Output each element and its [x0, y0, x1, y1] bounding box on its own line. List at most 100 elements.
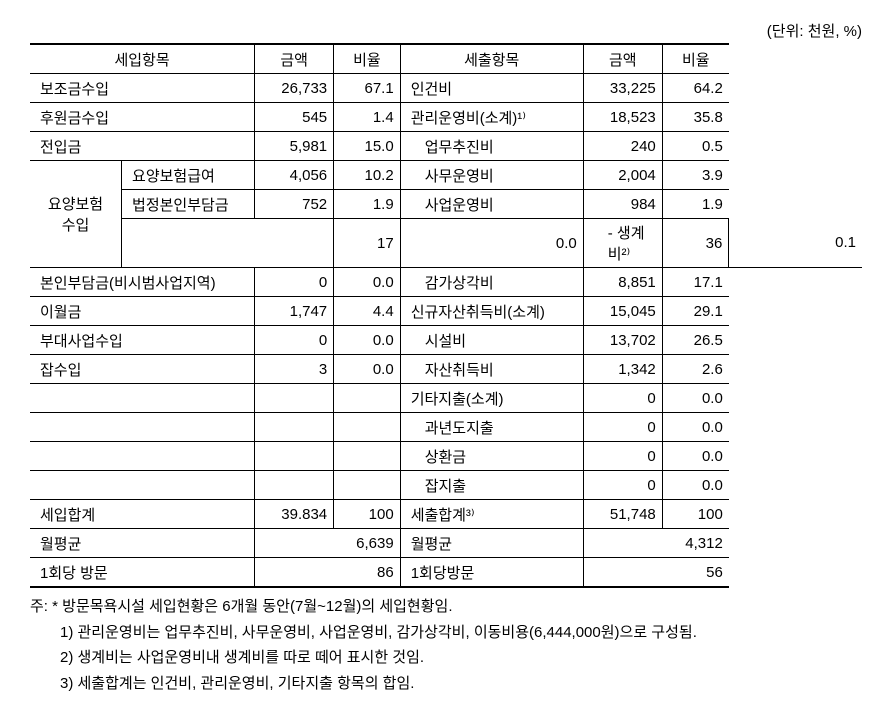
rev-label: 부대사업수입 — [30, 326, 255, 355]
exp-label: 신규자산취득비(소계) — [400, 297, 583, 326]
rev-ratio — [334, 413, 401, 442]
exp-amount: 1,342 — [583, 355, 662, 384]
table-header-row: 세입항목 금액 비율 세출항목 금액 비율 — [30, 44, 862, 74]
exp-label: 인건비 — [400, 74, 583, 103]
rev-amount — [255, 384, 334, 413]
hdr-ratio: 비율 — [334, 44, 401, 74]
budget-table: 세입항목 금액 비율 세출항목 금액 비율 보조금수입26,73367.1인건비… — [30, 43, 862, 588]
rev-visit-label: 1회당 방문 — [30, 558, 255, 588]
exp-amount: 33,225 — [583, 74, 662, 103]
rev-amount: 0 — [255, 268, 334, 297]
exp-ratio: 64.2 — [662, 74, 729, 103]
exp-amount: 240 — [583, 132, 662, 161]
note-2: 2) 생계비는 사업운영비내 생계비를 따로 떼어 표시한 것임. — [30, 645, 862, 671]
table-row: 법정본인부담금7521.9 사업운영비9841.9 — [30, 190, 862, 219]
rev-label: 잡수입 — [30, 355, 255, 384]
note-1: 1) 관리운영비는 업무추진비, 사무운영비, 사업운영비, 감가상각비, 이동… — [30, 620, 862, 646]
exp-ratio: 0.0 — [662, 413, 729, 442]
rev-amount — [255, 413, 334, 442]
exp-label: 사업운영비 — [400, 190, 583, 219]
rev-amount: 26,733 — [255, 74, 334, 103]
rev-ratio: 0.0 — [400, 219, 583, 268]
hdr-ratio2: 비율 — [662, 44, 729, 74]
table-row: 과년도지출00.0 — [30, 413, 862, 442]
exp-label: 감가상각비 — [400, 268, 583, 297]
exp-avg-val: 4,312 — [583, 529, 729, 558]
exp-label: - 생계비²⁾ — [583, 219, 662, 268]
exp-label: 과년도지출 — [400, 413, 583, 442]
exp-label: 관리운영비(소계)¹⁾ — [400, 103, 583, 132]
table-row: 보조금수입26,73367.1인건비33,22564.2 — [30, 74, 862, 103]
table-row: 잡지출00.0 — [30, 471, 862, 500]
exp-total-amt: 51,748 — [583, 500, 662, 529]
exp-total-label: 세출합계³⁾ — [400, 500, 583, 529]
exp-amount: 0 — [583, 442, 662, 471]
exp-ratio: 17.1 — [662, 268, 729, 297]
exp-amount: 13,702 — [583, 326, 662, 355]
table-row: 이월금1,7474.4신규자산취득비(소계)15,04529.1 — [30, 297, 862, 326]
note-3: 3) 세출합계는 인건비, 관리운영비, 기타지출 항목의 합임. — [30, 671, 862, 697]
note-0: 주: * 방문목욕시설 세입현황은 6개월 동안(7월~12월)의 세입현황임. — [30, 594, 862, 620]
exp-amount: 36 — [662, 219, 729, 268]
exp-ratio: 3.9 — [662, 161, 729, 190]
hdr-amount2: 금액 — [583, 44, 662, 74]
table-row: 기타지출(소계)00.0 — [30, 384, 862, 413]
table-row: 후원금수입5451.4관리운영비(소계)¹⁾18,52335.8 — [30, 103, 862, 132]
hdr-amount: 금액 — [255, 44, 334, 74]
table-row: 요양보험 수입요양보험급여4,05610.2 사무운영비2,0043.9 — [30, 161, 862, 190]
hdr-exp-item: 세출항목 — [400, 44, 583, 74]
exp-ratio: 0.0 — [662, 442, 729, 471]
exp-ratio: 0.5 — [662, 132, 729, 161]
hdr-rev-item: 세입항목 — [30, 44, 255, 74]
rev-ratio: 0.0 — [334, 355, 401, 384]
row-per-visit: 1회당 방문 86 1회당방문 56 — [30, 558, 862, 588]
rev-amount: 545 — [255, 103, 334, 132]
row-month-avg: 월평균 6,639 월평균 4,312 — [30, 529, 862, 558]
rev-sub-label: 요양보험급여 — [122, 161, 255, 190]
rev-ratio: 4.4 — [334, 297, 401, 326]
exp-total-pct: 100 — [662, 500, 729, 529]
exp-label: 사무운영비 — [400, 161, 583, 190]
exp-label: 잡지출 — [400, 471, 583, 500]
rev-total-amt: 39.834 — [255, 500, 334, 529]
rev-label: 보조금수입 — [30, 74, 255, 103]
rev-label: 후원금수입 — [30, 103, 255, 132]
rev-amount: 1,747 — [255, 297, 334, 326]
rev-total-label: 세입합계 — [30, 500, 255, 529]
rev-ratio — [334, 442, 401, 471]
table-row: 본인부담금(비시범사업지역)00.0 감가상각비8,85117.1 — [30, 268, 862, 297]
exp-amount: 18,523 — [583, 103, 662, 132]
rev-label: 전입금 — [30, 132, 255, 161]
exp-label: 시설비 — [400, 326, 583, 355]
rev-ratio: 10.2 — [334, 161, 401, 190]
rev-ratio: 0.0 — [334, 326, 401, 355]
exp-amount: 15,045 — [583, 297, 662, 326]
rev-amount: 752 — [255, 190, 334, 219]
rev-amount: 0 — [255, 326, 334, 355]
table-row: 잡수입30.0 자산취득비1,3422.6 — [30, 355, 862, 384]
rev-total-pct: 100 — [334, 500, 401, 529]
exp-amount: 984 — [583, 190, 662, 219]
exp-ratio: 1.9 — [662, 190, 729, 219]
exp-label: 자산취득비 — [400, 355, 583, 384]
rev-label — [122, 219, 334, 268]
rev-avg-label: 월평균 — [30, 529, 255, 558]
unit-label: (단위: 천원, %) — [30, 20, 862, 41]
rev-avg-val: 6,639 — [255, 529, 401, 558]
rev-amount — [255, 442, 334, 471]
exp-ratio: 0.1 — [729, 219, 862, 268]
row-rev-total: 세입합계 39.834 100 세출합계³⁾ 51,748 100 — [30, 500, 862, 529]
rev-amount: 4,056 — [255, 161, 334, 190]
exp-visit-label: 1회당방문 — [400, 558, 583, 588]
rev-group-label: 요양보험 수입 — [30, 161, 122, 268]
rev-amount: 17 — [334, 219, 401, 268]
table-row: 상환금00.0 — [30, 442, 862, 471]
exp-amount: 8,851 — [583, 268, 662, 297]
exp-label: 기타지출(소계) — [400, 384, 583, 413]
exp-ratio: 2.6 — [662, 355, 729, 384]
exp-label: 업무추진비 — [400, 132, 583, 161]
rev-label: 이월금 — [30, 297, 255, 326]
rev-label — [30, 413, 255, 442]
rev-amount — [255, 471, 334, 500]
exp-ratio: 0.0 — [662, 384, 729, 413]
